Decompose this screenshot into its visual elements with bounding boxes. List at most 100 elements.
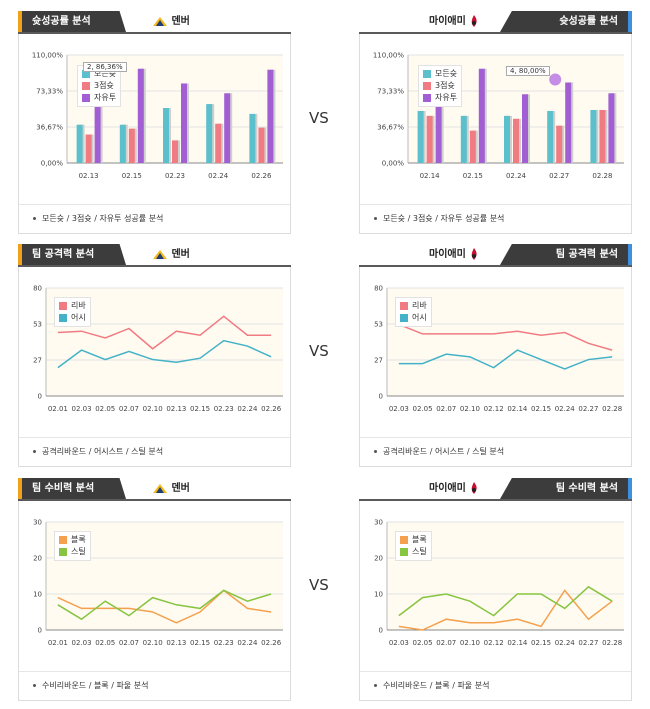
x-tick-label: 02.24	[555, 405, 576, 413]
x-tick-label: 02.13	[166, 639, 186, 647]
bullet-icon	[33, 450, 36, 453]
series-line	[57, 589, 272, 621]
legend-label: 어시	[71, 313, 86, 322]
legend-item: 스틸	[59, 546, 86, 558]
y-tick-label: 53	[374, 321, 383, 329]
team-name-left: 덴버	[152, 244, 190, 265]
x-tick-label: 02.14	[507, 405, 528, 413]
x-tick-label: 02.10	[460, 639, 480, 647]
x-tick-label: 02.10	[143, 639, 163, 647]
legend-swatch	[423, 93, 431, 102]
vs-label: VS	[309, 576, 329, 594]
bar	[426, 115, 433, 163]
y-tick-label: 20	[33, 555, 42, 563]
heat-logo-icon	[471, 248, 477, 260]
heat-logo-icon	[471, 15, 477, 27]
bar	[417, 110, 424, 163]
x-tick-label: 02.07	[119, 639, 139, 647]
x-tick-label: 02.15	[190, 639, 210, 647]
y-tick-label: 36,67%	[377, 124, 404, 132]
team-name-left: 덴버	[152, 478, 190, 499]
x-tick-label: 02.23	[214, 639, 234, 647]
y-tick-label: 27	[374, 357, 383, 365]
x-tick-label: 02.15	[531, 405, 551, 413]
chart-footer: 공격리바운드 / 어시스트 / 스틸 분석	[19, 437, 290, 466]
x-tick-label: 02.03	[389, 639, 409, 647]
legend-label: 블록	[412, 535, 427, 544]
footer-text: 수비리바운드 / 블록 / 파울 분석	[383, 681, 490, 690]
team-label: 마이애미	[429, 249, 466, 260]
x-tick-label: 02.28	[602, 639, 622, 647]
panel-header: 팀 공격력 분석 덴버	[18, 244, 291, 267]
bar	[76, 124, 83, 163]
legend-label: 모든슛	[435, 69, 458, 78]
x-tick-label: 02.27	[578, 639, 598, 647]
x-tick-label: 02.24	[208, 172, 229, 180]
bar	[478, 68, 485, 163]
legend-item: 블록	[59, 534, 86, 546]
right-panel-success: 마이애미 슛성공률 분석 110,00% 73,33% 36,67% 0,00% 02.…	[359, 11, 632, 234]
x-tick-label: 02.07	[436, 405, 456, 413]
y-tick-label: 0	[38, 393, 42, 401]
chart-legend: 모든슛 3점슛 자유투	[418, 65, 463, 107]
section-title: 팀 공격력 분석	[500, 244, 632, 265]
bar	[522, 94, 528, 163]
x-tick-label: 02.24	[506, 172, 527, 180]
x-tick-label: 02.14	[507, 639, 528, 647]
bar	[267, 69, 274, 163]
x-tick-label: 02.05	[95, 639, 115, 647]
denver-logo-icon	[153, 483, 167, 493]
denver-logo-icon	[153, 249, 167, 259]
success-left-chart: 110,00% 73,33% 36,67% 0,00% 02.13 02.15 02.23 0…	[19, 34, 290, 204]
legend-swatch	[423, 81, 431, 90]
x-tick-label: 02.26	[251, 172, 272, 180]
legend-item: 3점슛	[82, 80, 116, 92]
bullet-icon	[374, 217, 377, 220]
x-tick-label: 02.24	[237, 639, 258, 647]
legend-swatch	[400, 301, 408, 310]
bar	[224, 93, 231, 163]
footer-text: 수비리바운드 / 블록 / 파울 분석	[42, 681, 149, 690]
bar	[249, 113, 256, 163]
team-name-right: 마이애미	[429, 11, 479, 32]
legend-item: 스틸	[400, 546, 427, 558]
tooltip-marker	[549, 73, 562, 86]
bar	[94, 78, 101, 163]
bar	[119, 124, 126, 163]
legend-label: 3점슛	[94, 81, 114, 90]
bullet-icon	[33, 217, 36, 220]
bar	[85, 134, 92, 163]
legend-swatch	[400, 535, 408, 544]
chart-footer: 모든슛 / 3점슛 / 자유투 성공률 분석	[360, 204, 631, 233]
legend-label: 3점슛	[435, 81, 455, 90]
chart-footer: 수비리바운드 / 블록 / 파울 분석	[360, 671, 631, 700]
team-label: 덴버	[171, 249, 190, 260]
series-line	[57, 339, 272, 369]
x-tick-label: 02.28	[592, 172, 612, 180]
y-tick-label: 110,00%	[373, 52, 404, 60]
legend-label: 스틸	[71, 547, 86, 556]
legend-item: 모든슛	[82, 68, 116, 80]
success-right-chart: 110,00% 73,33% 36,67% 0,00% 02.14 02.15 02.24 0…	[360, 34, 631, 204]
bullet-icon	[374, 684, 377, 687]
chart-box: 30 20 10 0 02.03 02.05 02.07 02.10 02.12 02.14 02.…	[359, 501, 632, 701]
y-tick-label: 0,00%	[382, 160, 405, 168]
section-title: 슛성공률 분석	[500, 11, 632, 32]
chart-box: 30 20 10 0 02.01 02.03 02.05 02.07 02.10 02.13 02.…	[18, 501, 291, 701]
chart-box: 110,00% 73,33% 36,67% 0,00% 02.13 02.15 02.23 0…	[18, 34, 291, 234]
panel-header: 마이애미 슛성공률 분석	[359, 11, 632, 34]
panel-header: 팀 수비력 분석 덴버	[18, 478, 291, 501]
bar	[460, 115, 467, 163]
section-title: 팀 공격력 분석	[18, 244, 126, 265]
x-tick-label: 02.03	[389, 405, 409, 413]
legend-label: 블록	[71, 535, 86, 544]
x-tick-label: 02.13	[166, 405, 186, 413]
right-panel-defense: 마이애미 팀 수비력 분석 30 20 10 0 02.03 02.05 02.07 02.1…	[359, 478, 632, 701]
x-tick-label: 02.24	[555, 639, 576, 647]
series-line	[398, 589, 613, 631]
chart-box: 110,00% 73,33% 36,67% 0,00% 02.14 02.15 02.24 0…	[359, 34, 632, 234]
bar	[435, 94, 442, 163]
x-tick-label: 02.24	[237, 405, 258, 413]
x-tick-label: 02.10	[143, 405, 163, 413]
